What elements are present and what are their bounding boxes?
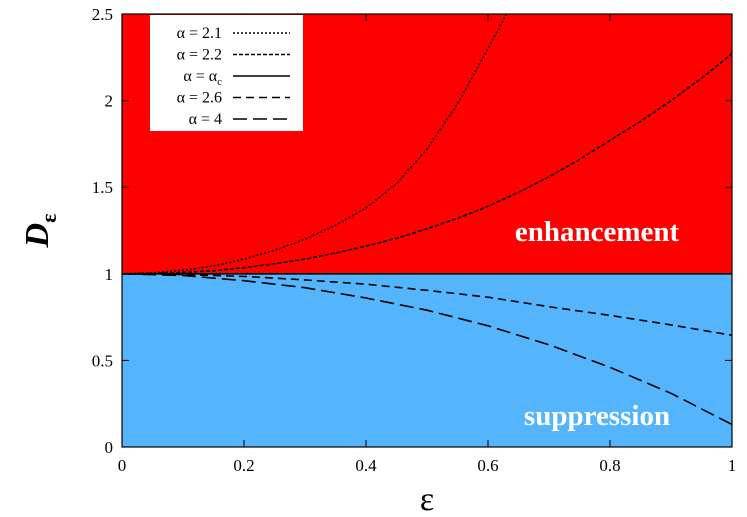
y-tick-label: 2 (105, 92, 114, 111)
x-tick-label: 0 (118, 456, 127, 475)
y-tick-label: 0 (105, 438, 114, 457)
y-tick-label: 1 (105, 265, 114, 284)
series-line-3 (121, 273, 733, 337)
legend-label: α = 2.6 (177, 90, 222, 107)
suppression-label: suppression (524, 400, 670, 432)
x-tick-label: 1 (728, 456, 737, 475)
x-tick-label: 0.6 (477, 456, 498, 475)
series-layer (121, 13, 733, 426)
series-line-4 (121, 273, 733, 426)
x-tick-label: 0.4 (355, 456, 377, 475)
legend-label: α = αc (183, 68, 222, 88)
legend-label: α = 2.2 (177, 47, 222, 64)
x-axis-label: ε (420, 481, 434, 517)
series-line-1 (121, 53, 733, 275)
y-tick-label: 0.5 (92, 351, 113, 370)
y-tick-label: 1.5 (92, 178, 113, 197)
plot-frame (121, 13, 733, 448)
enhancement-label: enhancement (515, 216, 680, 248)
y-axis-label-sub: ε (36, 214, 61, 223)
y-tick-label: 2.5 (92, 5, 113, 24)
y-axis-label: Dε (19, 214, 61, 249)
legend-label: α = 4 (189, 111, 222, 128)
legend-box (150, 15, 303, 131)
series-line-0 (121, 13, 508, 275)
legend: α = 2.1 α = 2.2 α = αc α = 2.6 α = 4 (150, 15, 303, 131)
ticks-layer: 0 0.2 0.4 0.6 0.8 1 0 0.5 1 1.5 2 2.5 (92, 5, 737, 475)
y-axis-label-main: D (19, 223, 56, 249)
suppression-region (122, 273, 732, 447)
x-tick-label: 0.8 (599, 456, 620, 475)
legend-label: α = 2.1 (177, 25, 222, 42)
x-tick-label: 0.2 (233, 456, 254, 475)
